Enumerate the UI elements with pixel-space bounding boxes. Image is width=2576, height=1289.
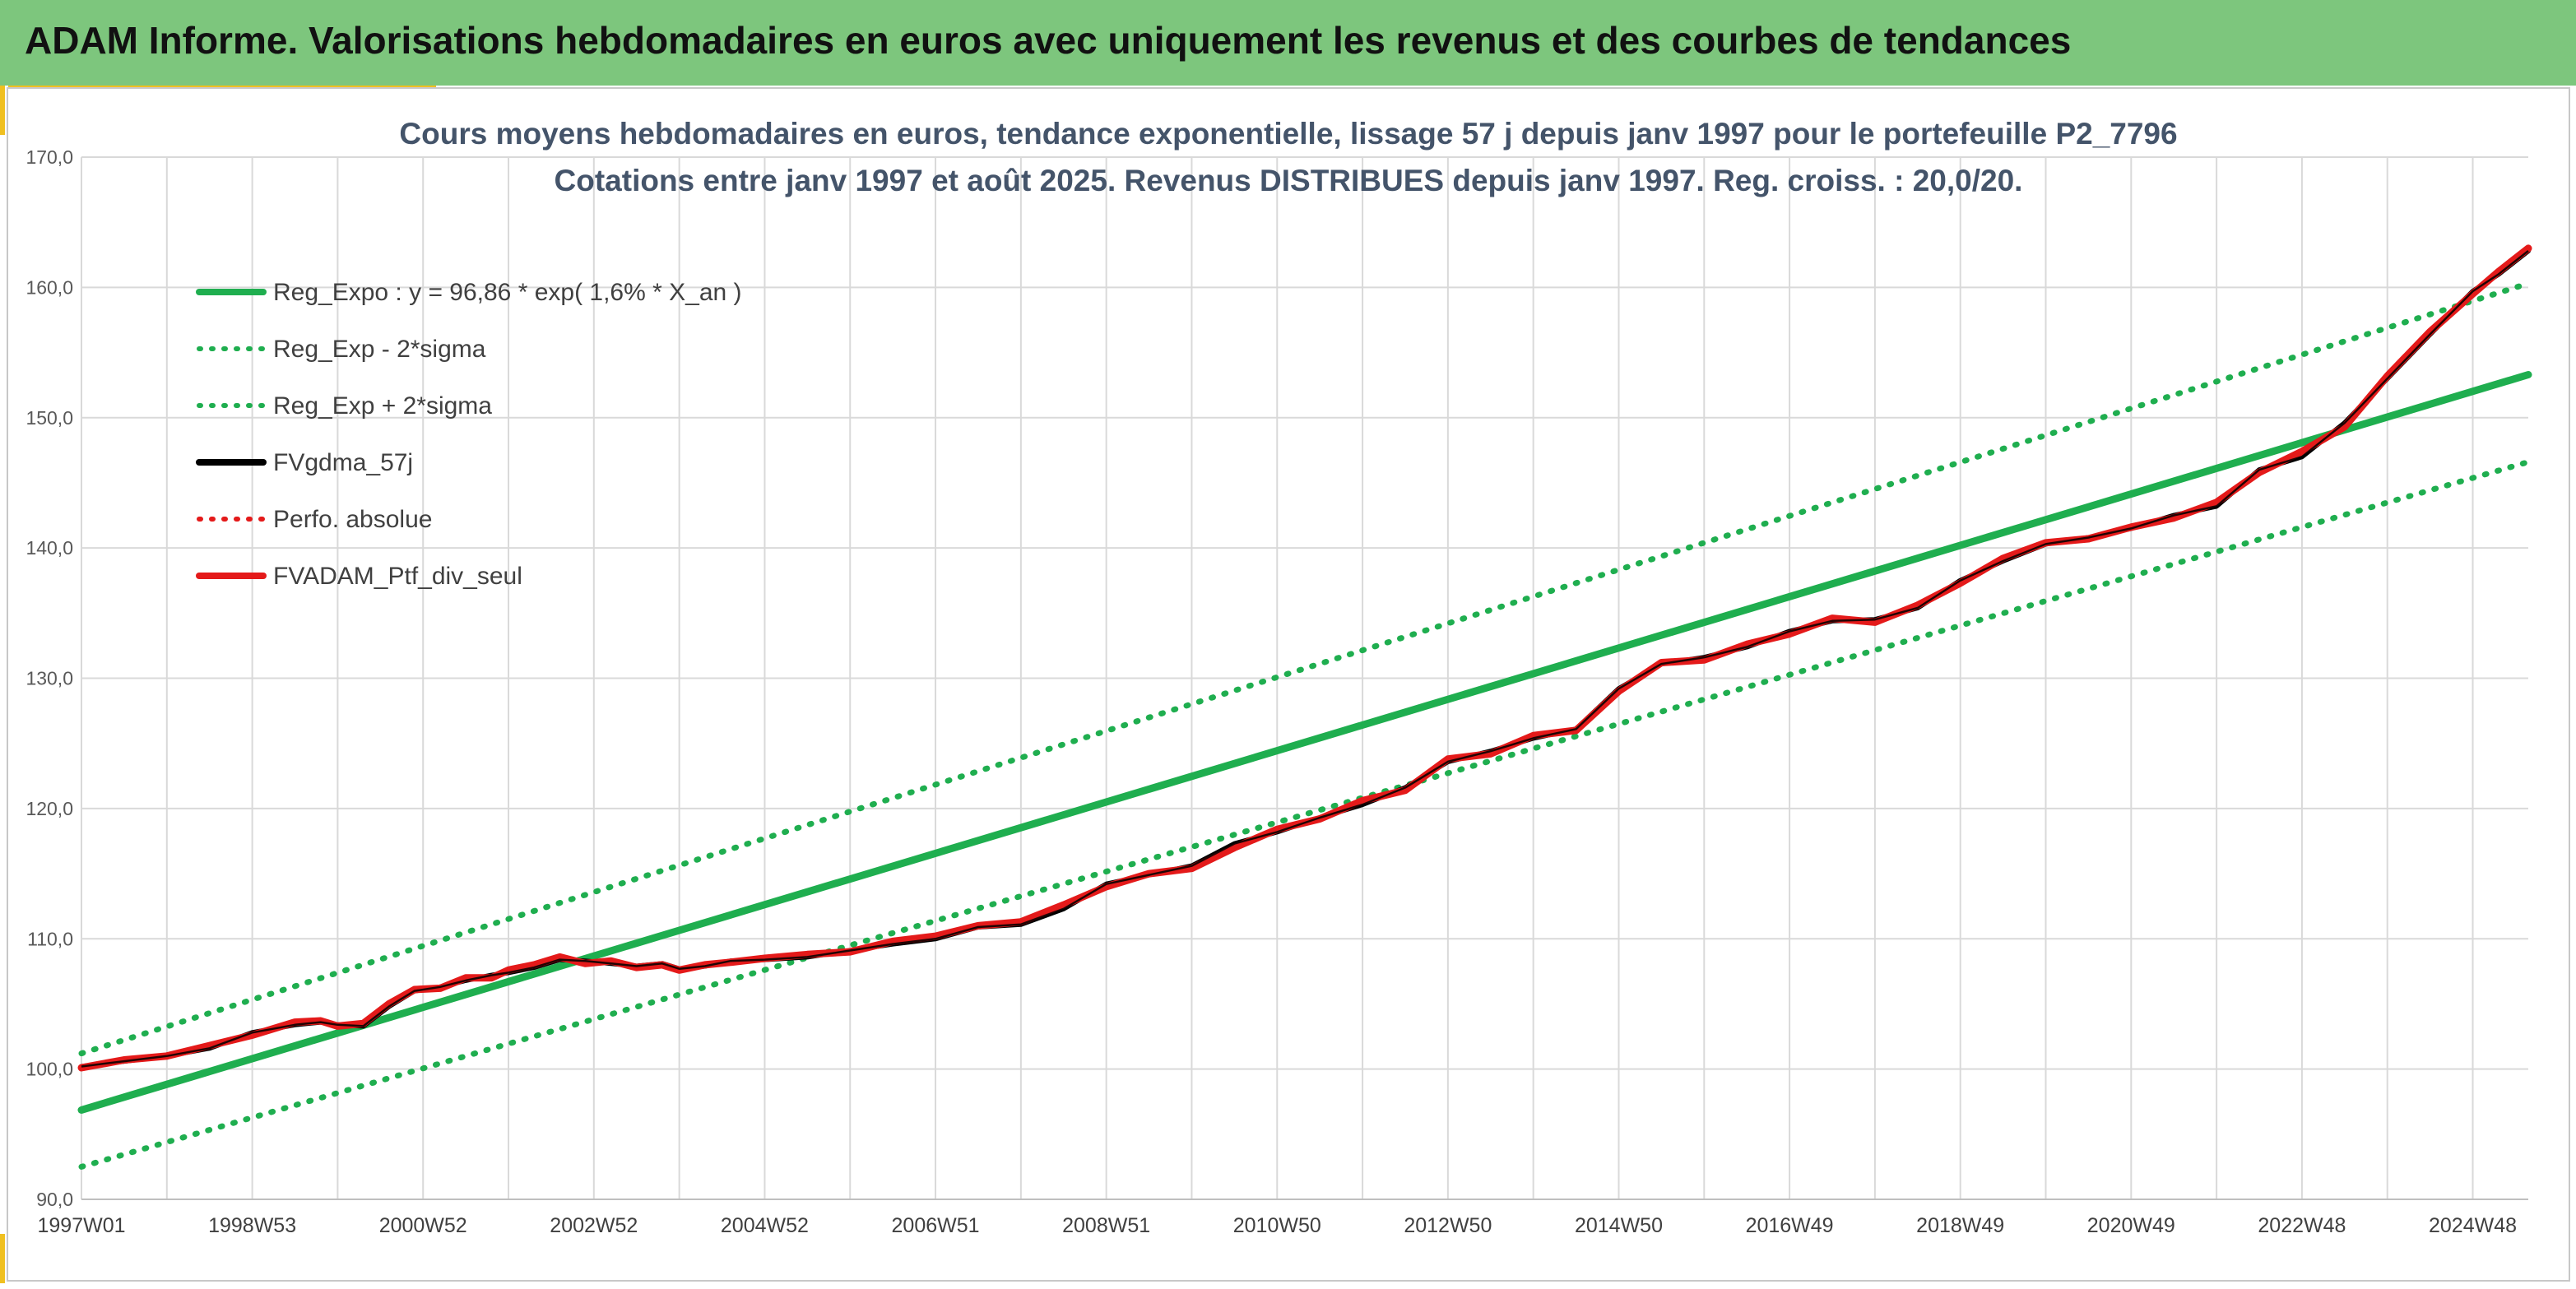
y-tick-label: 170,0: [26, 146, 73, 168]
y-tick-label: 130,0: [26, 668, 73, 689]
x-tick-label: 2006W51: [892, 1214, 980, 1237]
series-line-4: [79, 248, 2531, 1069]
x-tick-label: 2022W48: [2258, 1214, 2346, 1237]
x-tick-label: 2020W49: [2087, 1214, 2175, 1237]
y-tick-label: 160,0: [26, 276, 73, 298]
legend-label: FVgdma_57j: [273, 449, 413, 476]
x-tick-label: 1998W53: [208, 1214, 296, 1237]
x-tick-label: 2018W49: [1916, 1214, 2004, 1237]
y-tick-label: 100,0: [26, 1059, 73, 1080]
chart-subtitle: Cotations entre janv 1997 et août 2025. …: [555, 164, 2023, 197]
x-tick-label: 2008W51: [1062, 1214, 1150, 1237]
legend-label: Perfo. absolue: [273, 506, 432, 533]
accent-bar-left: [0, 86, 5, 135]
x-tick-label: 2012W50: [1404, 1214, 1492, 1237]
chart-svg: 170,0 160,0 150,0 140,0 130,0 120,0 110,0 100,0…: [26, 117, 2532, 1237]
series-line-smoothing-overlay: [81, 250, 2529, 1068]
y-tick-label: 110,0: [27, 928, 73, 949]
y-tick-label: 120,0: [26, 798, 73, 819]
x-tick-label: 2010W50: [1233, 1214, 1321, 1237]
y-tick-label: 140,0: [26, 537, 73, 559]
legend-label: Reg_Exp + 2*sigma: [273, 392, 492, 420]
header-banner: ADAM Informe. Valorisations hebdomadaire…: [0, 0, 2576, 86]
y-tick-label: 150,0: [26, 407, 73, 429]
accent-bar-bottom-left: [0, 1234, 5, 1283]
x-tick-label: 2000W52: [379, 1214, 467, 1237]
y-tick-label: 90,0: [36, 1189, 73, 1210]
x-tick-label: 2004W52: [721, 1214, 809, 1237]
x-tick-label: 2002W52: [550, 1214, 638, 1237]
chart-title: Cours moyens hebdomadaires en euros, ten…: [399, 117, 2177, 151]
x-tick-label: 2024W48: [2429, 1214, 2517, 1237]
legend-label: FVADAM_Ptf_div_seul: [273, 563, 522, 590]
chart-frame: 170,0 160,0 150,0 140,0 130,0 120,0 110,0 100,0…: [7, 87, 2570, 1282]
series-line-6: [77, 244, 2532, 1072]
x-tick-label: 2016W49: [1746, 1214, 1834, 1237]
page-title: ADAM Informe. Valorisations hebdomadaire…: [25, 19, 2072, 62]
series-line-2: [78, 459, 2532, 1170]
legend-label: Reg_Expo : y = 96,86 * exp( 1,6% * X_an …: [273, 279, 742, 306]
x-tick-label: 2014W50: [1575, 1214, 1663, 1237]
x-tick-label: 1997W01: [37, 1214, 125, 1237]
series-line-1: [77, 371, 2532, 1114]
legend-label: Reg_Exp - 2*sigma: [273, 336, 486, 363]
